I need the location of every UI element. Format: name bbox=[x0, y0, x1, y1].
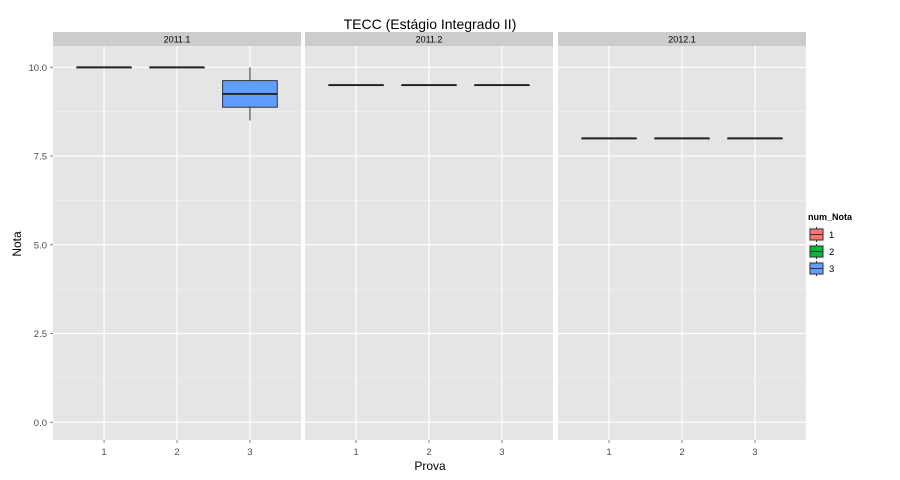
y-tick-label: 7.5 bbox=[34, 152, 47, 163]
x-tick-label: 2 bbox=[679, 447, 684, 458]
x-tick-label: 1 bbox=[606, 447, 611, 458]
legend-key-1: 1 bbox=[807, 225, 834, 244]
legend-label: 1 bbox=[829, 230, 834, 241]
legend-key-3: 3 bbox=[807, 259, 834, 278]
x-tick-label: 3 bbox=[752, 447, 757, 458]
y-tick-label: 2.5 bbox=[34, 329, 47, 340]
facet-strip bbox=[558, 32, 806, 46]
facet-strip-label: 2012.1 bbox=[668, 35, 696, 45]
box-2011.1-1 bbox=[76, 66, 132, 69]
x-tick-label: 2 bbox=[426, 447, 431, 458]
x-tick-label: 1 bbox=[101, 447, 106, 458]
x-axis-label: Prova bbox=[414, 459, 446, 473]
x-tick-label: 3 bbox=[247, 447, 252, 458]
box-2011.2-1 bbox=[328, 84, 384, 87]
box-2012.1-3 bbox=[727, 137, 783, 140]
box-2012.1-1 bbox=[581, 137, 637, 140]
legend-key-2: 2 bbox=[807, 242, 834, 261]
chart-title: TECC (Estágio Integrado II) bbox=[344, 16, 517, 32]
x-tick-label: 2 bbox=[174, 447, 179, 458]
facet-strip bbox=[305, 32, 553, 46]
y-axis: 0.0 2.5 5.0 7.5 10.0 bbox=[29, 63, 53, 429]
x-tick-label: 3 bbox=[499, 447, 504, 458]
box-2011.2-3 bbox=[474, 84, 530, 87]
facet-panels: 2011.1 2011.2 2012.1 bbox=[53, 32, 806, 440]
box-2011.1-2 bbox=[149, 66, 205, 69]
legend-label: 3 bbox=[829, 264, 834, 275]
facet-strip-label: 2011.2 bbox=[416, 35, 443, 45]
legend: num_Nota 1 2 3 bbox=[807, 212, 853, 278]
y-tick-label: 0.0 bbox=[34, 418, 47, 429]
x-tick-label: 1 bbox=[353, 447, 358, 458]
facet-strip-label: 2011.1 bbox=[164, 35, 191, 45]
box-2012.1-2 bbox=[654, 137, 710, 140]
facet-strip bbox=[53, 32, 301, 46]
legend-title: num_Nota bbox=[808, 212, 853, 222]
legend-label: 2 bbox=[829, 247, 834, 258]
x-axis: 1 2 3 1 2 3 1 2 3 bbox=[101, 440, 758, 458]
box-2011.1-3 bbox=[222, 67, 278, 121]
y-tick-label: 10.0 bbox=[29, 63, 48, 74]
y-axis-label: Nota bbox=[10, 231, 24, 257]
y-tick-label: 5.0 bbox=[34, 240, 47, 251]
box-2011.2-2 bbox=[401, 84, 457, 87]
